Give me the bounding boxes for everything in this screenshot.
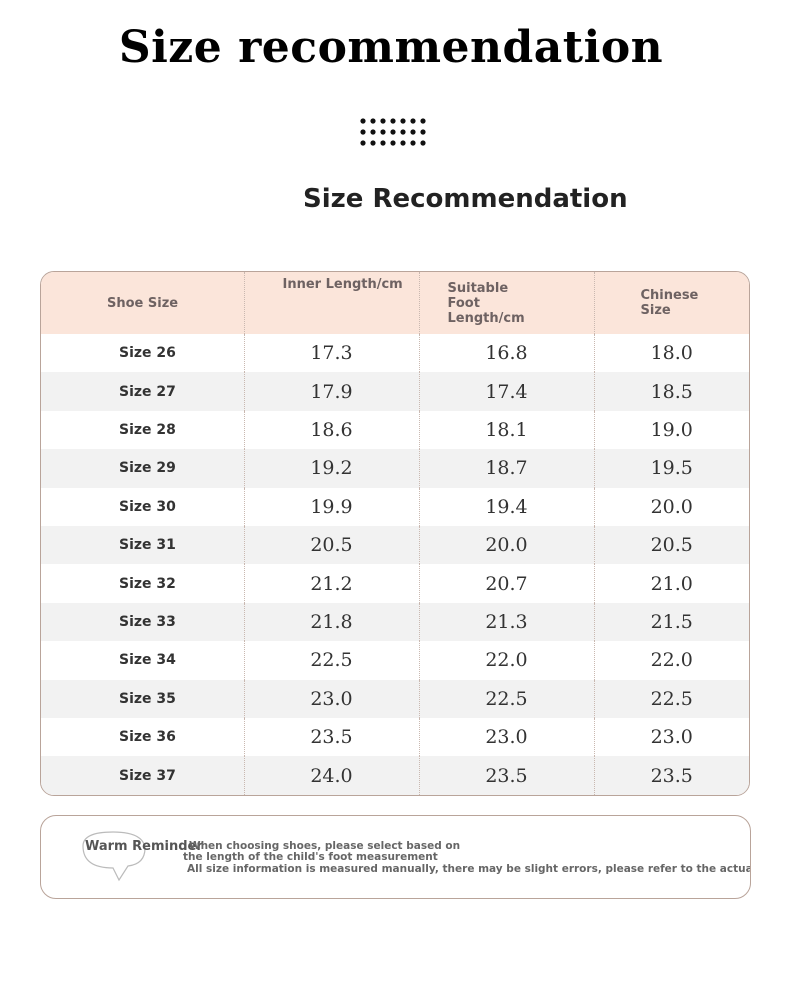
shoe-size-cell: Size 27	[41, 372, 244, 411]
table-row: Size 28 18.6 18.1 19.0	[41, 410, 749, 450]
column-header-text: Chinese Size	[640, 288, 699, 318]
reminder-title: Warm Reminder	[85, 839, 203, 854]
table-cell: 21.0	[593, 564, 749, 603]
table-cell: 18.1	[418, 410, 594, 450]
table-cell: 21.3	[418, 602, 594, 642]
table-cell: 20.5	[243, 526, 419, 565]
table-cell: 17.9	[243, 372, 419, 411]
table-cell: 22.0	[418, 641, 594, 680]
shoe-size-cell: Size 28	[119, 422, 176, 439]
table-cell: 17.4	[418, 372, 594, 411]
table-cell: 23.0	[418, 718, 594, 757]
table-cell: 19.0	[593, 410, 749, 450]
column-header: Inner Length/cm	[243, 272, 419, 334]
table-row: Size 36 23.5 23.0 23.0	[41, 718, 749, 757]
table-cell: 17.3	[243, 334, 419, 373]
table-row: Size 29 19.2 18.7 19.5	[41, 449, 749, 488]
table-cell: 23.5	[593, 756, 749, 795]
reminder-line: When choosing shoes, please select based…	[189, 840, 461, 852]
table-cell: 18.6	[243, 410, 419, 450]
table-cell: 18.0	[593, 334, 749, 373]
column-header: Chinese Size	[593, 272, 749, 334]
shoe-size-cell: Size 35	[41, 679, 244, 719]
column-header: Suitable Foot Length/cm	[418, 272, 594, 334]
table-cell: 23.0	[243, 679, 419, 719]
column-header: Shoe Size	[41, 272, 244, 334]
reminder-box: Warm Reminder When choosing shoes, pleas…	[40, 815, 751, 899]
shoe-size-cell: Size 34	[119, 652, 176, 669]
shoe-size-cell: Size 29	[41, 449, 244, 488]
table-row: Size 34 22.5 22.0 22.0	[41, 641, 749, 680]
table-cell: 22.0	[593, 641, 749, 680]
page-title: Size recommendation	[118, 22, 664, 73]
table-cell: 19.2	[243, 449, 419, 488]
column-header-text: Shoe Size	[107, 295, 179, 311]
shoe-size-cell: Size 37	[41, 756, 244, 795]
table-cell: 18.5	[593, 372, 749, 411]
table-row: Size 37 24.0 23.5 23.5	[41, 756, 749, 795]
size-table-frame: Shoe Size Inner Length/cm Suitable Foot Le…	[40, 271, 750, 796]
table-cell: 21.2	[243, 564, 419, 603]
subtitle: Size Recommendation	[303, 184, 628, 214]
table-row: Size 30 19.9 19.4 20.0	[41, 487, 749, 527]
table-cell: 20.5	[593, 526, 749, 565]
dots-decoration	[360, 118, 426, 146]
table-cell: 20.7	[418, 564, 594, 603]
column-header-text: Suitable Foot Length/cm	[447, 280, 525, 326]
table-row: Size 31 20.5 20.0 20.5	[41, 526, 749, 565]
table-row: Size 35 23.0 22.5 22.5	[41, 679, 749, 719]
shoe-size-cell: Size 26	[119, 345, 176, 362]
shoe-size-cell: Size 36	[119, 729, 176, 746]
table-row: Size 32 21.2 20.7 21.0	[41, 564, 749, 603]
table-cell: 24.0	[243, 756, 419, 795]
table-cell: 23.0	[593, 718, 749, 757]
table-cell: 19.4	[418, 487, 594, 527]
table-cell: 19.9	[243, 487, 419, 527]
header-row: Shoe Size Inner Length/cm Suitable Foot Le…	[41, 272, 749, 334]
column-header-text: Inner Length/cm	[282, 277, 403, 292]
table-cell: 19.5	[593, 449, 749, 488]
table-row: Size 27 17.9 17.4 18.5	[41, 372, 749, 411]
table-cell: 16.8	[418, 334, 594, 373]
table-cell: 21.5	[593, 602, 749, 642]
shoe-size-cell: Size 30	[119, 498, 176, 515]
table-cell: 22.5	[418, 679, 594, 719]
shoe-size-cell: Size 32	[119, 575, 176, 592]
table-row: Size 26 17.3 16.8 18.0	[41, 334, 749, 373]
table-row: Size 33 21.8 21.3 21.5	[41, 602, 749, 642]
table-cell: 21.8	[243, 602, 419, 642]
size-table: Shoe Size Inner Length/cm Suitable Foot Le…	[41, 272, 749, 795]
table-cell: 23.5	[418, 756, 594, 795]
table-cell: 20.0	[418, 526, 594, 565]
table-cell: 20.0	[593, 487, 749, 527]
table-cell: 22.5	[243, 641, 419, 680]
shoe-size-cell: Size 31	[41, 526, 244, 565]
reminder-line: the length of the child's foot measureme…	[183, 851, 438, 863]
reminder-badge	[82, 831, 146, 882]
shoe-size-cell: Size 33	[41, 602, 244, 642]
table-body: Size 26 17.3 16.8 18.0 Size 27 17.9 17.4 18.5 Si…	[41, 334, 749, 795]
reminder-line: All size information is measured manuall…	[187, 863, 751, 875]
table-cell: 22.5	[593, 679, 749, 719]
table-cell: 23.5	[243, 718, 419, 757]
table-cell: 18.7	[418, 449, 594, 488]
